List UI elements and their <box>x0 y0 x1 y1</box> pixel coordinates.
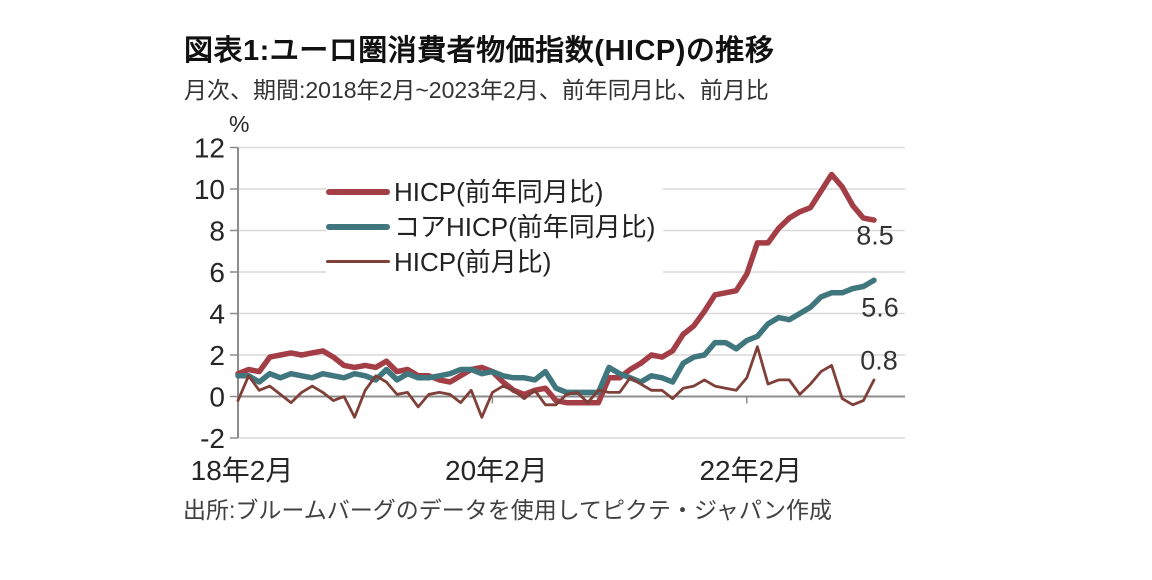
x-tick-labels: 18年2月 20年2月 22年2月 <box>191 455 803 486</box>
y-axis-unit-label: % <box>229 111 250 137</box>
y-tick-label: 2 <box>209 340 225 371</box>
end-value-core-hicp-yoy: 5.6 <box>861 292 899 323</box>
legend-label-core-hicp-yoy: コアHICP(前年同月比) <box>394 211 656 242</box>
y-tick-label: 4 <box>209 299 225 330</box>
axis-lines <box>230 146 748 439</box>
y-tick-label: 10 <box>194 174 225 205</box>
series-line-1 <box>235 277 877 396</box>
legend-label-hicp-mom: HICP(前月比) <box>394 246 552 277</box>
y-tick-labels: -2 0 2 4 6 8 10 12 <box>194 133 225 455</box>
series-line-0 <box>235 171 877 406</box>
chart-title: 図表1:ユーロ圏消費者物価指数(HICP)の推移 <box>184 35 775 67</box>
y-tick-label: 6 <box>209 257 225 288</box>
x-tick-label: 20年2月 <box>445 455 548 486</box>
legend-swatch-hicp-yoy-line <box>326 188 390 195</box>
legend-item-hicp-mom: HICP(前月比) <box>326 244 656 279</box>
x-tick-label: 22年2月 <box>699 455 802 486</box>
series-line-2 <box>236 345 876 419</box>
legend-item-hicp-yoy: HICP(前年同月比) <box>326 174 656 209</box>
x-tick-label: 18年2月 <box>191 455 294 486</box>
legend-swatch-hicp-mom-line <box>326 260 390 263</box>
y-tick-label: 12 <box>194 133 225 164</box>
legend-label-hicp-yoy: HICP(前年同月比) <box>394 176 604 207</box>
end-value-hicp-mom: 0.8 <box>860 345 898 376</box>
legend-swatch-core-hicp-yoy-line <box>326 223 390 230</box>
legend: HICP(前年同月比) コアHICP(前年同月比) HICP(前月比) <box>326 174 664 279</box>
end-value-hicp-yoy: 8.5 <box>856 220 894 251</box>
chart-subtitle: 月次、期間:2018年2月~2023年2月、前年同月比、前月比 <box>184 77 769 103</box>
y-tick-label: 0 <box>209 382 225 413</box>
legend-item-core-hicp-yoy: コアHICP(前年同月比) <box>326 209 656 244</box>
y-tick-label: 8 <box>209 216 225 247</box>
y-tick-label: -2 <box>200 423 225 454</box>
source-note: 出所:ブルームバーグのデータを使用してピクテ・ジャパン作成 <box>183 497 833 523</box>
series-lines <box>235 171 877 419</box>
